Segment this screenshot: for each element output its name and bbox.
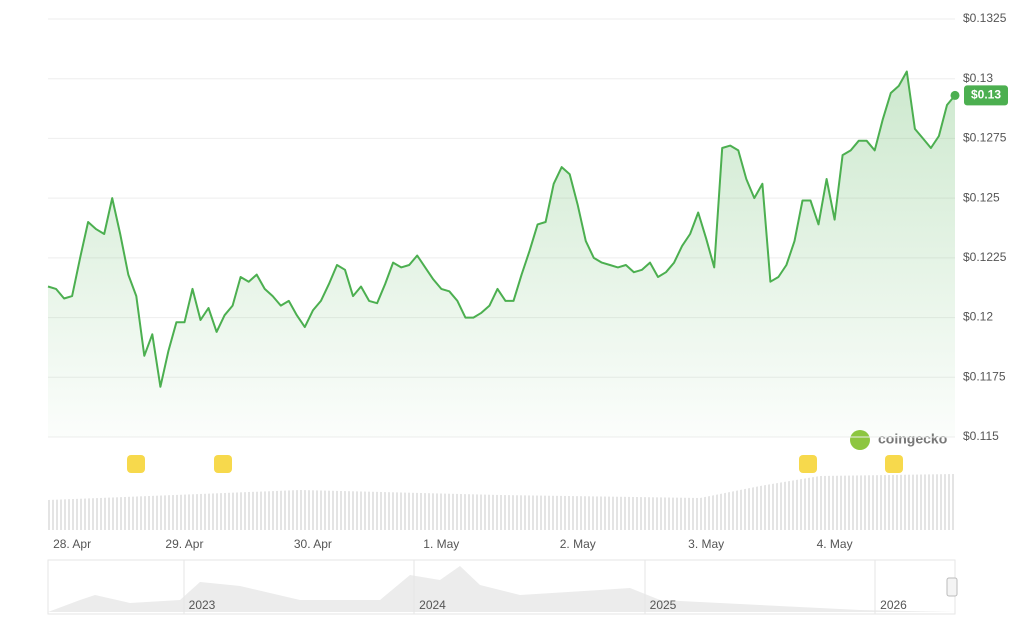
price-badge-label: $0.13 (971, 88, 1001, 102)
y-tick-label: $0.1275 (963, 131, 1007, 145)
x-tick-label: 4. May (817, 537, 853, 551)
event-markers (127, 455, 903, 473)
x-tick-label: 2. May (560, 537, 596, 551)
x-tick-label: 28. Apr (53, 537, 91, 551)
y-tick-label: $0.1175 (963, 369, 1006, 383)
x-tick-label: 1. May (423, 537, 459, 551)
navigator (47, 559, 958, 615)
x-tick-label: 30. Apr (294, 537, 332, 551)
x-tick-label: 29. Apr (165, 537, 203, 551)
x-tick-label: 3. May (688, 537, 724, 551)
last-point (950, 90, 960, 100)
y-tick-label: $0.125 (963, 190, 1000, 204)
volume-strip (48, 474, 955, 530)
price-badge (964, 85, 1008, 106)
y-tick-label: $0.12 (963, 310, 993, 324)
area (48, 71, 955, 437)
price-line (47, 70, 956, 388)
y-tick-label: $0.115 (963, 429, 999, 443)
y-tick-label: $0.1325 (963, 11, 1007, 25)
y-tick-label: $0.13 (963, 71, 993, 85)
navigator-label: 2025 (650, 598, 677, 612)
navigator-label: 2023 (189, 598, 216, 612)
y-tick-label: $0.1225 (963, 250, 1007, 264)
navigator-label: 2026 (880, 598, 907, 612)
navigator-label: 2024 (419, 598, 446, 612)
